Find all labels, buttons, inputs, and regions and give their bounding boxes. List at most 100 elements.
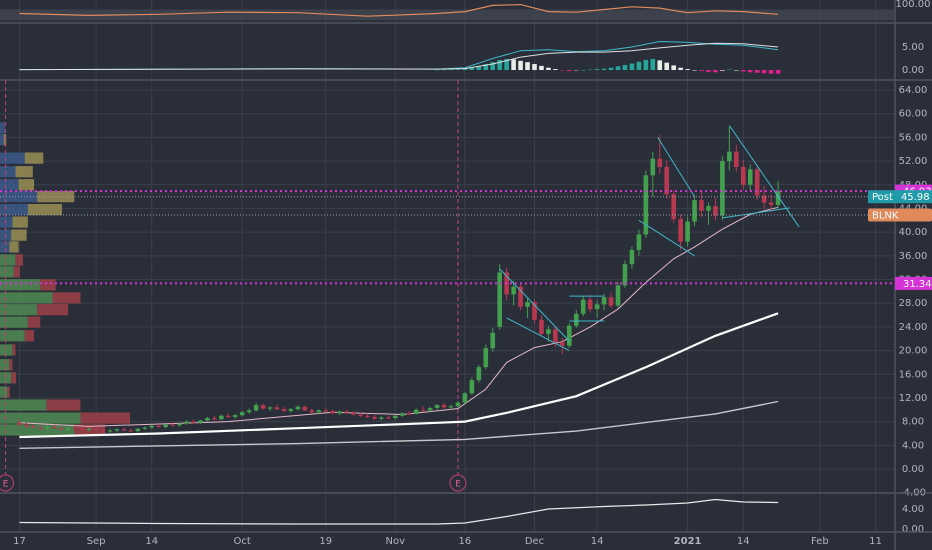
event-marker: [0, 474, 15, 492]
candle-body: [720, 161, 725, 216]
candle-body: [65, 428, 71, 430]
volume-profile-down: [40, 279, 56, 291]
histogram-bar: [511, 59, 516, 71]
candle-body: [170, 424, 175, 426]
candle-body: [351, 412, 356, 415]
y-tick-label: 8.00: [902, 417, 924, 428]
volume-profile-up: [0, 216, 13, 228]
indicator-line: [722, 207, 790, 219]
volume-profile-up: [0, 179, 19, 191]
histogram-bar: [720, 70, 725, 71]
histogram-bar: [601, 68, 607, 71]
y-tick-label: 64.00: [899, 85, 928, 96]
price-tag: [868, 190, 932, 204]
histogram-bar: [553, 69, 558, 71]
candle-body: [232, 415, 238, 417]
candle-body: [455, 402, 461, 407]
candle-body: [295, 406, 301, 410]
candle-body: [45, 426, 50, 429]
x-tick-label: 19: [319, 536, 332, 547]
candle-body: [636, 234, 642, 250]
candle-body: [566, 325, 572, 346]
y-tick-label: 20.00: [899, 346, 928, 357]
histogram-bar: [734, 70, 739, 71]
histogram-bar: [664, 62, 670, 71]
candle-body: [727, 151, 732, 162]
y-tick-label: 56.00: [899, 132, 928, 143]
band: [0, 9, 895, 21]
histogram-bar: [580, 70, 586, 71]
volume-profile-up: [0, 344, 13, 356]
histogram-bar: [497, 59, 502, 71]
candle-body: [274, 407, 280, 410]
candle-body: [205, 418, 210, 421]
x-tick-label: 16: [459, 536, 472, 547]
candle-body: [427, 408, 433, 411]
y-tick-label: 36.00: [899, 251, 928, 262]
volume-profile-up: [0, 412, 81, 424]
volume-profile-up: [0, 386, 8, 398]
y-tick-label: 4.00: [902, 440, 924, 451]
candle-body: [525, 302, 530, 307]
price-tag-label: Post 45.98: [872, 192, 930, 203]
histogram-bar: [650, 58, 656, 71]
indicator-line: [19, 3, 779, 17]
volume-profile-up: [0, 399, 47, 411]
y-tick-label: 60.00: [899, 109, 928, 120]
candle-body: [163, 424, 168, 427]
histogram-bar: [699, 70, 704, 71]
candle-body: [539, 319, 544, 334]
histogram-bar: [594, 69, 600, 71]
candle-body: [330, 410, 335, 414]
indicator-line: [506, 317, 570, 352]
histogram-bar: [608, 67, 614, 71]
x-tick-label: 14: [591, 536, 604, 547]
y-tick-label: 40.00: [899, 227, 928, 238]
price-tag-name: Post: [872, 192, 893, 203]
histogram-bar: [727, 69, 732, 71]
volume-profile-down: [15, 166, 33, 178]
x-tick-label: 11: [869, 536, 882, 547]
histogram-bar: [525, 62, 530, 71]
volume-profile-up: [0, 254, 16, 266]
volume-profile-up: [0, 204, 28, 216]
price-tag-value: 45.98: [901, 192, 930, 203]
indicator-line: [19, 312, 779, 439]
volume-profile-up: [0, 424, 75, 436]
candle-body: [212, 418, 217, 420]
candle-body: [692, 200, 697, 222]
candle-body: [149, 425, 155, 428]
price-tag: [895, 276, 932, 290]
candle-body: [58, 428, 64, 430]
histogram-bar: [761, 70, 767, 74]
histogram-bar: [754, 70, 760, 73]
candle-body: [664, 166, 670, 195]
y-tick-label: 24.00: [899, 322, 928, 333]
price-tag: [868, 208, 932, 222]
candle-body: [587, 299, 593, 310]
volume-profile-up: [0, 166, 16, 178]
y-tick-label: 0.00: [902, 524, 924, 535]
candle-body: [107, 430, 113, 432]
candle-body: [671, 194, 676, 220]
candle-body: [399, 413, 405, 416]
candle-body: [93, 428, 99, 430]
candle-body: [441, 405, 447, 408]
histogram-bar: [476, 65, 482, 71]
candle-body: [713, 206, 718, 216]
candle-body: [365, 415, 370, 417]
histogram-bar: [747, 70, 753, 73]
candle-body: [191, 421, 196, 423]
histogram-bar: [587, 69, 593, 71]
candle-body: [747, 169, 753, 185]
candle-body: [594, 304, 600, 310]
candle-body: [622, 264, 628, 286]
candle-body: [699, 200, 704, 211]
candle-body: [768, 202, 774, 205]
histogram-bar: [504, 58, 509, 71]
event-label: E: [3, 480, 9, 490]
candle-body: [601, 297, 607, 305]
y-tick-label: 0.00: [902, 464, 924, 475]
candle-body: [184, 421, 189, 424]
